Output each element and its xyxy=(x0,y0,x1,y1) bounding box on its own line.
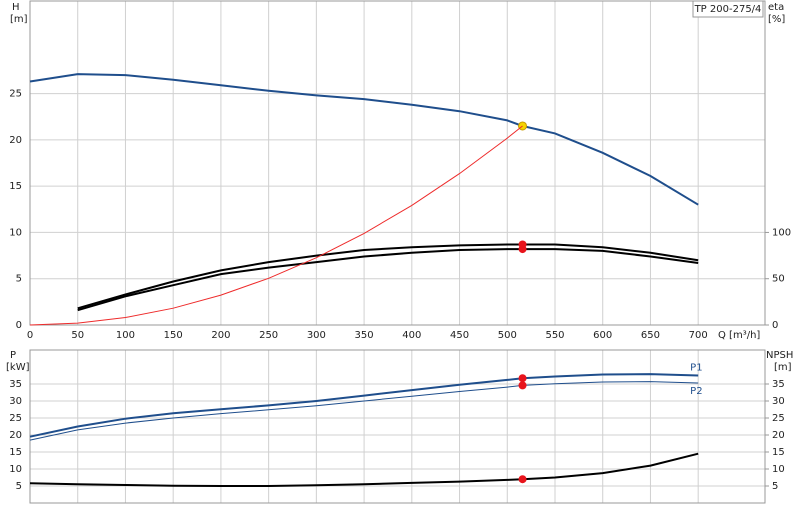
y-unit: [m] xyxy=(10,14,28,25)
x-tick-label: 50 xyxy=(71,330,84,341)
series-line xyxy=(77,248,699,312)
duty-point xyxy=(518,381,527,390)
y2-tick-label: 20 xyxy=(772,430,785,441)
y2-tick-label: 25 xyxy=(772,413,785,424)
series-line xyxy=(29,73,699,206)
y2-tick-label: 10 xyxy=(772,464,785,475)
x-tick-label: 150 xyxy=(164,330,183,341)
x-tick-label: 450 xyxy=(450,330,469,341)
y-tick-label: 10 xyxy=(9,464,22,475)
y-tick-label: 20 xyxy=(9,430,22,441)
y2-tick-label: 100 xyxy=(772,227,791,238)
y-tick-label: 15 xyxy=(9,181,22,192)
x-label: Q [m³/h] xyxy=(718,330,760,341)
y-tick-label: 30 xyxy=(9,396,22,407)
series-label: P1 xyxy=(690,363,702,374)
x-tick-label: 650 xyxy=(641,330,660,341)
y2-tick-label: 50 xyxy=(772,274,785,285)
y2-tick-label: 5 xyxy=(772,481,778,492)
chart: 5 10 15 20 25 30 35 5 10 15 20 25 30 35 P1 P2 xyxy=(9,349,785,504)
chart-title: TP 200-275/4 xyxy=(694,4,762,15)
y2-tick-label: 30 xyxy=(772,396,785,407)
y-tick-label: 5 xyxy=(16,274,22,285)
y-tick-label: 25 xyxy=(9,413,22,424)
y-label: H xyxy=(12,2,20,13)
series-line xyxy=(29,373,699,438)
y-tick-label: 15 xyxy=(9,447,22,458)
plot-frame xyxy=(29,0,766,326)
duty-point xyxy=(518,245,527,254)
x-tick-label: 200 xyxy=(211,330,230,341)
plot-frame xyxy=(29,349,766,504)
y-tick-label: 35 xyxy=(9,379,22,390)
y-tick-label: 10 xyxy=(9,227,22,238)
series-line xyxy=(29,125,523,326)
x-tick-label: 500 xyxy=(498,330,517,341)
x-tick-label: 550 xyxy=(545,330,564,341)
x-tick-label: 600 xyxy=(593,330,612,341)
y-label: P xyxy=(10,350,16,361)
x-tick-label: 400 xyxy=(402,330,421,341)
x-tick-label: 300 xyxy=(307,330,326,341)
y-tick-label: 0 xyxy=(16,320,22,331)
y-tick-label: 25 xyxy=(9,89,22,100)
duty-point xyxy=(518,374,527,383)
series-line xyxy=(77,243,699,310)
y-tick-label: 20 xyxy=(9,135,22,146)
y-unit: [kW] xyxy=(6,362,30,373)
chart: 0 50 100 150 200 250 300 350 400 450 500 550 600 650 7… xyxy=(9,0,791,341)
y2-label: NPSH xyxy=(766,350,793,361)
duty-point xyxy=(518,475,527,484)
y2-tick-label: 0 xyxy=(772,320,778,331)
series-label: P2 xyxy=(690,386,702,397)
x-tick-label: 700 xyxy=(689,330,708,341)
y2-tick-label: 15 xyxy=(772,447,785,458)
series-line xyxy=(29,452,699,487)
x-tick-label: 100 xyxy=(116,330,135,341)
title-box xyxy=(692,0,764,18)
y2-unit: [%] xyxy=(768,14,785,25)
plot-area xyxy=(30,1,765,325)
y-tick-label: 5 xyxy=(16,481,22,492)
y2-tick-label: 35 xyxy=(772,379,785,390)
plots: 0 50 100 150 200 250 300 350 400 450 500 550 600 650 7… xyxy=(9,0,791,504)
series-line xyxy=(29,381,699,441)
plot-area xyxy=(30,350,765,503)
x-tick-label: 250 xyxy=(259,330,278,341)
y2-label: eta xyxy=(768,2,784,13)
y2-unit: [m] xyxy=(774,362,792,373)
x-tick-label: 0 xyxy=(27,330,33,341)
x-tick-label: 350 xyxy=(355,330,374,341)
